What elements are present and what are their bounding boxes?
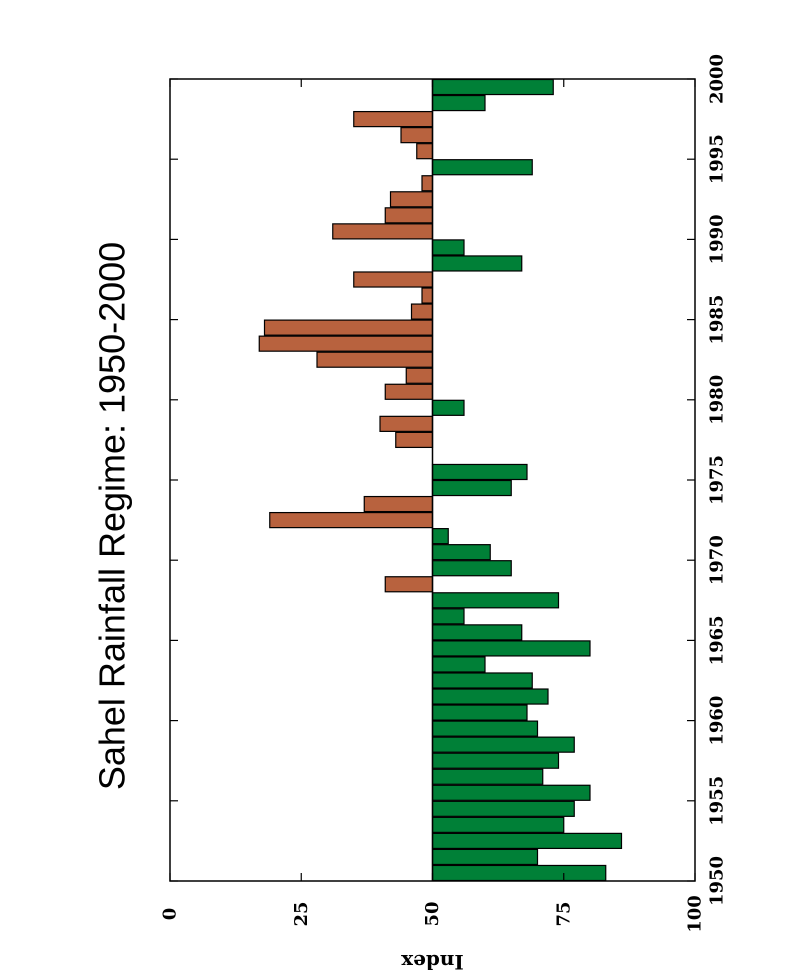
y-tick-label: 25	[291, 901, 312, 926]
y-tick-labels: 0 25 50 75 100	[160, 895, 706, 933]
bar-1962	[431, 672, 533, 689]
bar-1999	[431, 78, 554, 96]
bar-1951	[431, 848, 539, 866]
x-tick-label: 1970	[707, 535, 728, 585]
bar-1958	[431, 736, 575, 753]
bar-1956	[431, 768, 544, 785]
x-tick-label: 1950	[707, 856, 728, 906]
bar-1953	[431, 816, 565, 833]
bar-1992	[389, 191, 434, 208]
bar-1983	[258, 335, 434, 352]
bar-1967	[431, 592, 560, 609]
bar-1975	[431, 463, 528, 481]
bar-1961	[431, 688, 549, 705]
bar-1968	[384, 576, 434, 593]
chart-title: Sahel Rainfall Regime: 1950-2000	[92, 242, 133, 790]
x-tick-label: 1975	[707, 455, 728, 505]
bars-layer	[258, 78, 623, 882]
bar-1977	[395, 431, 434, 449]
bar-1987	[353, 271, 434, 288]
y-tick-label: 100	[685, 895, 706, 933]
y-tick-label: 50	[422, 901, 443, 926]
bar-1955	[431, 784, 591, 801]
bar-1978	[379, 415, 434, 432]
bar-1991	[384, 207, 434, 224]
x-tick-label: 1995	[707, 134, 728, 184]
x-tick-labels: 1950 1955 1960 1965 1970 1975 1980 1985 1990 1995…	[707, 54, 728, 906]
bar-1982	[316, 351, 434, 368]
bar-1990	[332, 223, 434, 240]
bar-1971	[431, 528, 449, 545]
bar-1966	[431, 608, 465, 625]
bar-1995	[416, 143, 434, 160]
bar-1998	[431, 94, 486, 112]
bar-1993	[421, 175, 434, 192]
y-tick-label: 0	[160, 908, 181, 921]
x-tick-label: 1960	[707, 696, 728, 746]
bar-1950	[431, 864, 607, 882]
bar-1994	[431, 159, 533, 176]
bar-1970	[431, 544, 491, 561]
ticks-layer	[169, 78, 696, 882]
bar-1986	[421, 287, 434, 304]
bar-1973	[363, 495, 434, 513]
x-tick-label: 2000	[707, 54, 728, 104]
bar-1985	[410, 303, 434, 320]
y-axis-title: Index	[400, 950, 464, 974]
bar-1980	[384, 383, 434, 400]
x-tick-label: 1985	[707, 295, 728, 345]
bar-1959	[431, 720, 539, 737]
x-tick-label: 1955	[707, 776, 728, 826]
bar-1965	[431, 624, 523, 641]
bar-1997	[353, 110, 434, 128]
x-tick-label: 1965	[707, 615, 728, 665]
bar-1984	[263, 319, 434, 336]
bar-1979	[431, 399, 465, 416]
bar-1996	[400, 127, 434, 144]
bar-1952	[431, 832, 623, 850]
x-tick-label: 1980	[707, 375, 728, 425]
y-tick-label: 75	[553, 901, 574, 926]
bar-1988	[431, 255, 523, 272]
bar-1972	[269, 511, 434, 529]
bar-1964	[431, 640, 591, 657]
x-tick-label: 1990	[707, 214, 728, 264]
bar-1957	[431, 752, 560, 769]
bar-1981	[405, 367, 434, 384]
bar-1974	[431, 479, 512, 497]
bar-1989	[431, 239, 465, 256]
bar-1960	[431, 704, 528, 721]
bar-1963	[431, 656, 486, 673]
bar-1954	[431, 800, 575, 817]
bar-1969	[431, 560, 512, 577]
